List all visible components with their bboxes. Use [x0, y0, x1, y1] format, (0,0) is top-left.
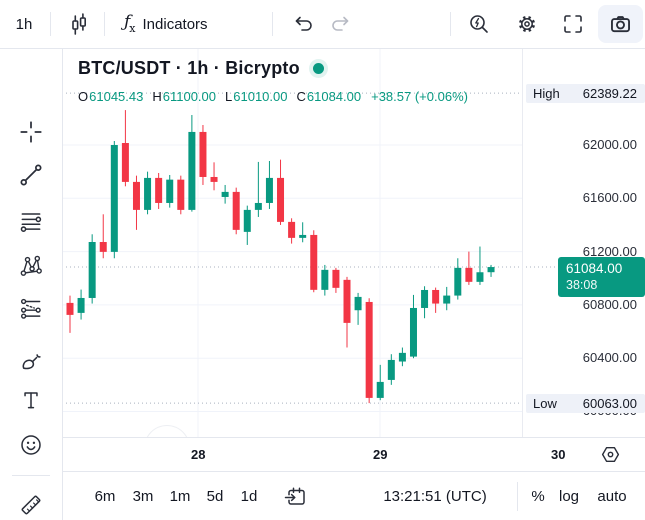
xabcd-pattern-tool-button[interactable] [13, 247, 49, 283]
range-5d-button[interactable]: 5d [206, 488, 224, 505]
session-low-label: Low [533, 396, 557, 411]
measure-tool-button[interactable] [13, 487, 49, 520]
brush-icon [22, 354, 41, 370]
ohlc-legend: O61045.43 H61100.00 L61010.00 C61084.00 … [78, 89, 468, 104]
fullscreen-button[interactable] [556, 8, 590, 40]
time-axis[interactable]: 28 29 30 [0, 433, 645, 472]
quick-search-button[interactable] [462, 8, 496, 40]
close-label: C [296, 89, 306, 104]
top-toolbar: 1h ƒx Indicators [0, 0, 645, 49]
crosshair-tool-button[interactable] [13, 114, 49, 150]
change-value: +38.57 (+0.06%) [371, 89, 468, 104]
date-label: 28 [191, 447, 206, 462]
session-high-label: High [533, 86, 560, 101]
bottombar-separator [517, 482, 518, 511]
indicators-button[interactable]: ƒx Indicators [116, 8, 216, 40]
price-tick[interactable]: 62000.00 [582, 137, 637, 152]
symbol-title[interactable]: BTC/USDT · 1h · Bicrypto [78, 58, 300, 78]
interval-button[interactable]: 1h [15, 15, 33, 33]
go-to-date-button[interactable] [278, 483, 314, 510]
chart-style-button[interactable] [62, 8, 96, 40]
toolbar-separator [450, 12, 451, 36]
settings-button[interactable] [510, 8, 544, 40]
smiley-icon [21, 435, 41, 455]
range-6m-button[interactable]: 6m [94, 488, 116, 505]
date-label: 29 [373, 447, 388, 462]
toolbar-separator [272, 12, 273, 36]
price-tick[interactable]: 60400.00 [582, 350, 637, 365]
ruler-icon [21, 495, 41, 515]
candlestick-chart-canvas[interactable] [62, 48, 645, 437]
last-price-value: 61084.00 [566, 261, 623, 276]
fx-icon: ƒx [124, 12, 136, 35]
bottom-toolbar: 6m 3m 1m 5d 1d 13:21:51 (UTC) % log auto [62, 471, 645, 520]
clock-timezone-button[interactable]: 13:21:51 (UTC) [383, 488, 487, 505]
session-high-badge: High 62389.22 [526, 84, 645, 103]
candlestick-style-icon [72, 13, 87, 35]
high-value: 61100.00 [162, 89, 217, 104]
percent-scale-button[interactable]: % [531, 488, 545, 505]
toolbar-separator [104, 12, 105, 36]
chart-pane[interactable] [62, 48, 645, 470]
price-tick[interactable]: 61600.00 [582, 190, 637, 205]
date-label: 30 [551, 447, 565, 462]
fib-retracement-icon [20, 213, 42, 232]
brush-tool-button[interactable] [13, 343, 49, 379]
low-label: L [225, 89, 233, 104]
price-tick[interactable]: 61200.00 [582, 244, 637, 259]
auto-scale-button[interactable]: auto [597, 488, 627, 505]
price-tick[interactable]: 60800.00 [582, 297, 637, 312]
range-1m-button[interactable]: 1m [169, 488, 191, 505]
low-value: 61010.00 [233, 89, 288, 104]
bar-countdown: 38:08 [566, 278, 598, 292]
go-to-date-calendar-icon [284, 486, 305, 505]
text-tool-button[interactable] [13, 382, 49, 418]
undo-button[interactable] [288, 8, 320, 40]
toolbar-divider [12, 475, 50, 476]
symbol-header: BTC/USDT · 1h · Bicrypto [78, 58, 324, 79]
hexagon-settings-icon [601, 446, 619, 463]
fib-retracement-tool-button[interactable] [13, 203, 49, 239]
last-price-badge: 61084.00 38:08 [558, 257, 645, 297]
indicators-label: Indicators [142, 15, 208, 33]
redo-icon [332, 16, 349, 31]
chart-properties-button[interactable] [594, 441, 626, 468]
drawing-toolbar [0, 48, 63, 520]
trend-line-tool-button[interactable] [13, 157, 49, 193]
gear-icon [518, 15, 536, 33]
trend-line-icon [20, 164, 42, 186]
prediction-icon [20, 298, 41, 319]
quick-search-icon [470, 15, 488, 33]
text-icon [24, 392, 38, 409]
range-3m-button[interactable]: 3m [132, 488, 154, 505]
crosshair-icon [20, 121, 42, 143]
snapshot-button[interactable] [598, 5, 643, 43]
redo-button[interactable] [324, 8, 356, 40]
fullscreen-icon [564, 15, 582, 33]
emoji-tool-button[interactable] [13, 427, 49, 463]
camera-icon [611, 15, 630, 32]
price-axis-border [522, 48, 523, 437]
session-high-value: 62389.22 [582, 86, 637, 101]
log-scale-button[interactable]: log [558, 488, 580, 505]
open-label: O [78, 89, 89, 104]
connection-status-dot [312, 63, 324, 74]
prediction-tool-button[interactable] [13, 290, 49, 326]
undo-icon [295, 16, 312, 31]
toolbar-separator [50, 12, 51, 36]
close-value: 61084.00 [306, 89, 362, 104]
session-low-value: 60063.00 [582, 396, 637, 411]
session-low-badge: Low 60063.00 [526, 394, 645, 413]
high-label: H [152, 89, 162, 104]
range-1d-button[interactable]: 1d [240, 488, 258, 505]
xabcd-pattern-icon [20, 255, 42, 276]
open-value: 61045.43 [89, 89, 144, 104]
